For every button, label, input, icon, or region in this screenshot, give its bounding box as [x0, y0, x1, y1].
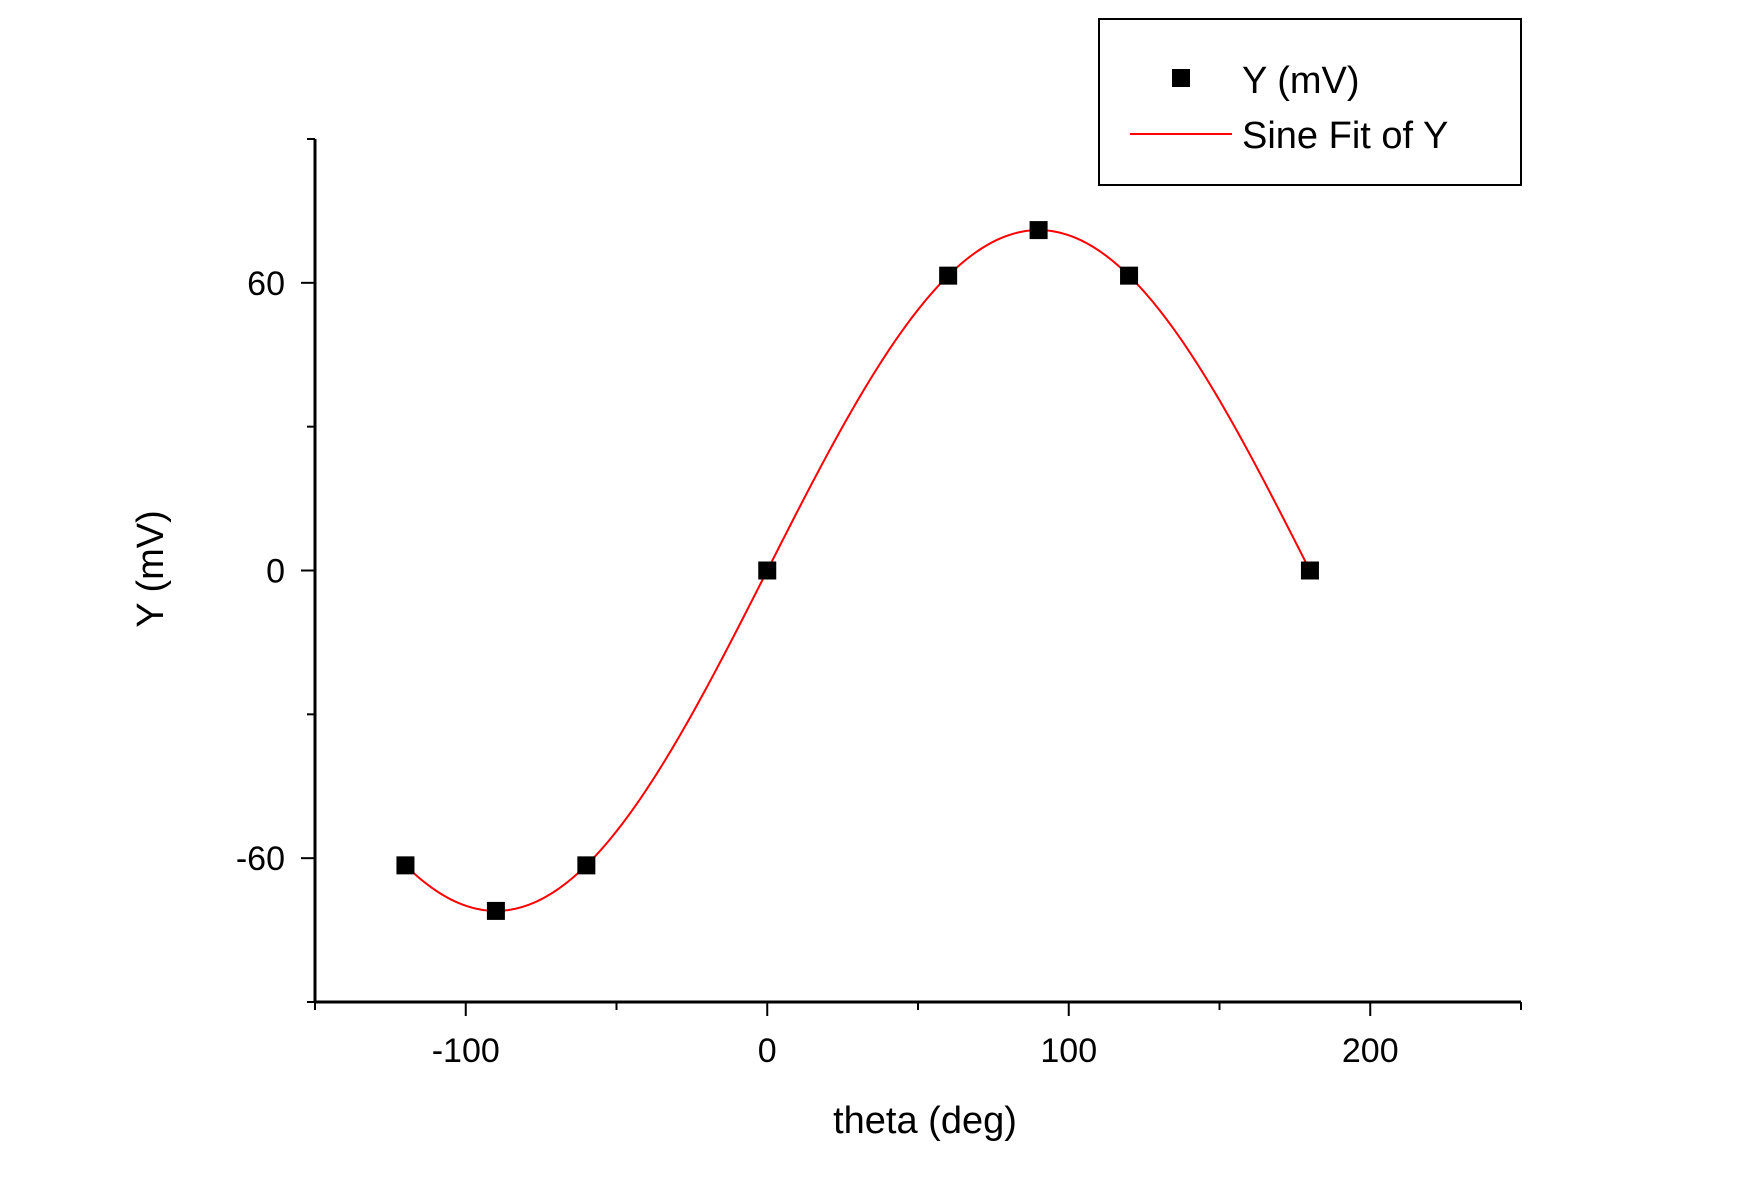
legend-label-points: Y (mV)	[1242, 60, 1360, 102]
x-tick-label: 200	[1342, 1032, 1399, 1070]
y-tick-label: 60	[247, 265, 285, 303]
y-axis-label: Y (mV)	[130, 510, 172, 628]
legend: Y (mV) Sine Fit of Y	[1098, 18, 1522, 186]
data-point	[1300, 561, 1319, 580]
axes: -100 0 100 200 -60 0 60	[236, 138, 1522, 1070]
y-tick-label: 0	[266, 553, 285, 591]
y-tick-label: -60	[236, 840, 285, 878]
sine-fit-line	[404, 229, 1311, 912]
data-point	[939, 266, 958, 285]
legend-marker-square	[1172, 69, 1190, 87]
x-tick-label: 100	[1040, 1032, 1097, 1070]
fit-series	[404, 229, 1311, 912]
x-axis-label: theta (deg)	[833, 1100, 1017, 1142]
x-tick-label: -100	[432, 1032, 500, 1070]
data-series	[396, 221, 1319, 920]
data-point	[1120, 266, 1139, 285]
data-point	[577, 856, 596, 875]
data-point	[758, 561, 777, 580]
x-tick-label: 0	[758, 1032, 777, 1070]
data-point	[1029, 221, 1048, 240]
legend-box	[1098, 18, 1522, 186]
data-point	[396, 856, 415, 875]
data-point	[486, 901, 505, 920]
legend-label-fit: Sine Fit of Y	[1242, 115, 1448, 157]
